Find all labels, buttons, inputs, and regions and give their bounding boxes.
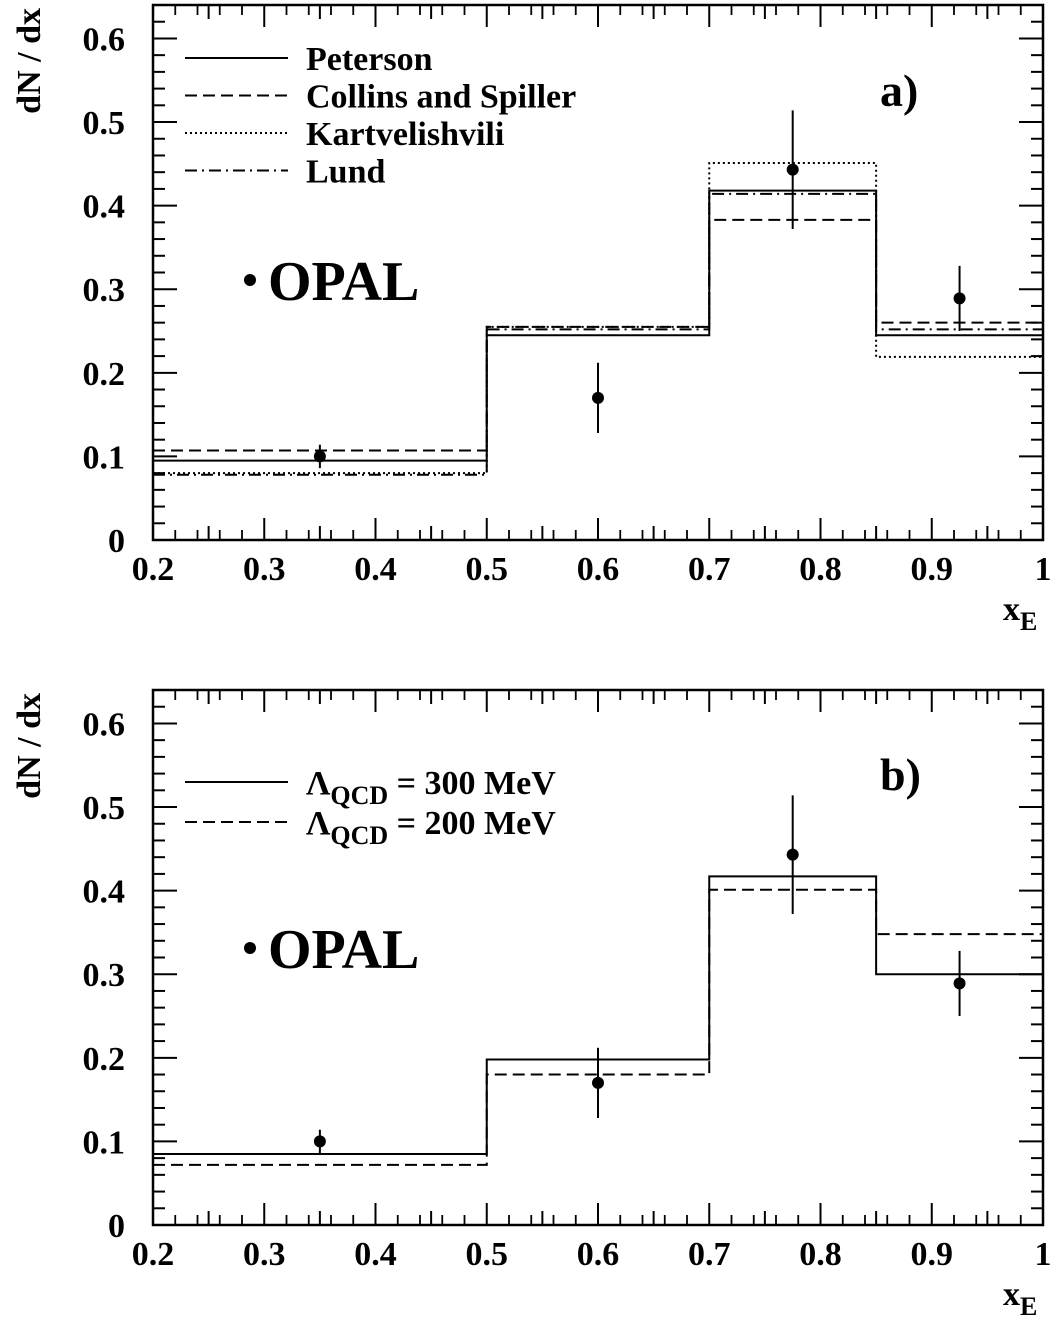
y-tick-label: 0.4 <box>83 874 126 911</box>
y-tick-label: 0 <box>108 523 125 560</box>
y-tick-label: 0.1 <box>83 1124 126 1161</box>
x-tick-label: 1 <box>1035 551 1052 588</box>
data-point <box>592 391 604 404</box>
legend-entry: Lund <box>306 154 385 191</box>
y-tick-label: 0.5 <box>83 790 126 827</box>
panel-label: a) <box>880 65 918 116</box>
y-tick-label: 0.2 <box>83 356 126 393</box>
legend-entry: Peterson <box>306 41 433 78</box>
legend-entry: Collins and Spiller <box>306 79 576 116</box>
x-tick-label: 0.5 <box>466 551 509 588</box>
opal-marker <box>244 274 256 286</box>
x-tick-label: 0.7 <box>688 1236 731 1273</box>
chart-panel-a: 0.2 0.3 0.4 0.5 0.6 0.7 0.8 0.9 1 0 0.1 0.2 0.3 0.4 0.… <box>11 3 1052 636</box>
x-tick-label: 0.4 <box>354 551 397 588</box>
opal-marker <box>244 942 256 954</box>
y-tick-label: 0.6 <box>83 706 126 743</box>
x-tick-label: 0.4 <box>354 1236 397 1273</box>
x-tick-label: 0.5 <box>466 1236 509 1273</box>
data-point <box>592 1076 604 1089</box>
y-tick-label: 0.2 <box>83 1041 126 1078</box>
x-axis-title: xE <box>1003 1276 1037 1321</box>
x-tick-label: 0.9 <box>911 1236 954 1273</box>
y-tick-label: 0.3 <box>83 957 126 994</box>
legend-entry: ΛQCD = 300 MeV <box>306 765 556 810</box>
series-line-4 <box>153 192 1043 476</box>
x-tick-label: 0.6 <box>577 1236 620 1273</box>
x-tick-label: 0.2 <box>132 1236 175 1273</box>
x-tick-label: 0.7 <box>688 551 731 588</box>
y-axis-title: dN / dx <box>11 693 48 799</box>
y-axis-title: dN / dx <box>11 8 48 114</box>
x-tick-label: 1 <box>1035 1236 1052 1273</box>
x-axis-title: xE <box>1003 591 1037 636</box>
legend-entry: Kartvelishvili <box>306 116 504 153</box>
y-tick-label: 0.4 <box>83 189 126 226</box>
data-point <box>313 1135 326 1148</box>
data-point <box>786 163 799 176</box>
y-tick-label: 0.1 <box>83 439 126 476</box>
y-tick-label: 0.6 <box>83 21 126 58</box>
data-point <box>786 848 799 861</box>
x-tick-label: 0.2 <box>132 551 175 588</box>
x-tick-label: 0.3 <box>243 551 286 588</box>
data-point <box>313 450 326 463</box>
y-tick-label: 0.5 <box>83 105 126 142</box>
y-tick-label: 0 <box>108 1208 125 1245</box>
x-tick-label: 0.9 <box>911 551 954 588</box>
chart-panel-b: 0.2 0.3 0.4 0.5 0.6 0.7 0.8 0.9 1 0 0.1 0.2 0.3 0.4 0.… <box>11 688 1052 1321</box>
opal-label: OPAL <box>268 919 419 981</box>
y-tick-label: 0.3 <box>83 272 126 309</box>
legend-entry: ΛQCD = 200 MeV <box>306 805 556 850</box>
x-tick-label: 0.8 <box>799 551 842 588</box>
x-tick-label: 0.3 <box>243 1236 286 1273</box>
data-point <box>953 977 966 990</box>
data-point <box>953 292 966 305</box>
x-tick-label: 0.6 <box>577 551 620 588</box>
x-tick-label: 0.8 <box>799 1236 842 1273</box>
opal-label: OPAL <box>268 251 419 313</box>
panel-label: b) <box>880 749 921 800</box>
series-line-2 <box>153 888 1043 1166</box>
